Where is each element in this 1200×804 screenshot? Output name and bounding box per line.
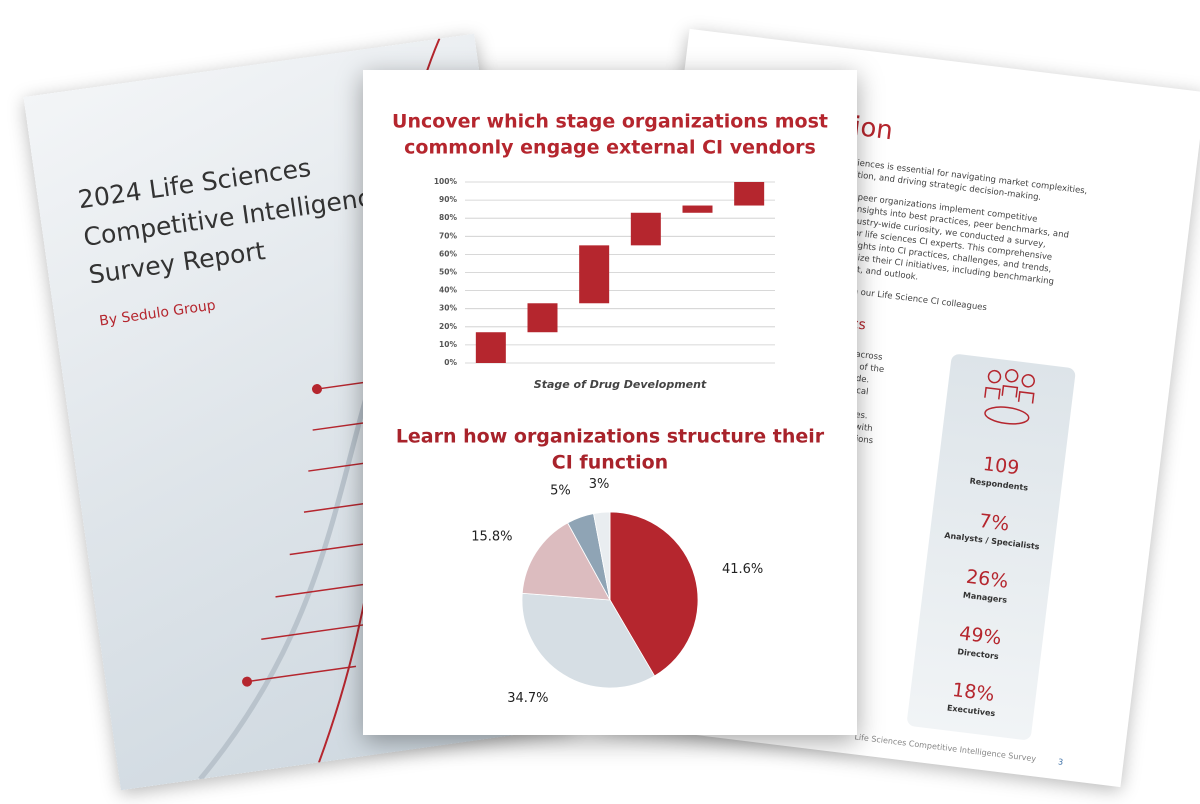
bar — [630, 212, 661, 246]
chart-page: Uncover which stage organizations most co… — [363, 70, 857, 735]
chart-title: CI function — [552, 452, 668, 474]
y-tick-label: 0% — [444, 358, 457, 367]
y-tick-label: 40% — [439, 286, 457, 295]
chart-title: Uncover which stage organizations most — [392, 111, 828, 133]
data-label: 15.8% — [471, 530, 512, 545]
data-label: 5% — [550, 483, 571, 498]
page-number: 3 — [1057, 757, 1064, 767]
stats-panel: 109 Respondents 7% Analysts / Specialists 26… — [906, 353, 1077, 741]
people-icon — [984, 369, 1035, 425]
y-tick-label: 70% — [439, 231, 457, 240]
y-tick-label: 100% — [434, 177, 458, 186]
bar — [734, 182, 765, 206]
charts: Uncover which stage organizations most co… — [392, 111, 828, 706]
y-tick-label: 20% — [439, 322, 457, 331]
x-axis-title: Stage of Drug Development — [534, 378, 707, 391]
chart-title: Learn how organizations structure their — [396, 426, 825, 448]
pie-slice — [521, 522, 611, 601]
bar — [475, 332, 506, 363]
y-tick-label: 60% — [439, 249, 457, 258]
pie-slice — [521, 592, 656, 689]
y-tick-label: 90% — [439, 195, 457, 204]
y-tick-label: 50% — [439, 268, 457, 277]
y-tick-label: 80% — [439, 213, 457, 222]
data-label: 34.7% — [507, 691, 548, 706]
y-tick-label: 30% — [439, 304, 457, 313]
intro-page: ction n life sciences is essential for n… — [604, 28, 1200, 788]
chart-title: commonly engage external CI vendors — [404, 137, 816, 159]
y-tick-label: 10% — [439, 340, 457, 349]
pie-slice — [593, 511, 611, 601]
bar — [579, 245, 610, 304]
data-label: 3% — [589, 477, 610, 492]
data-label: 41.6% — [722, 562, 763, 577]
bar — [682, 205, 713, 213]
pie-slice — [609, 511, 699, 677]
bar — [527, 303, 558, 333]
